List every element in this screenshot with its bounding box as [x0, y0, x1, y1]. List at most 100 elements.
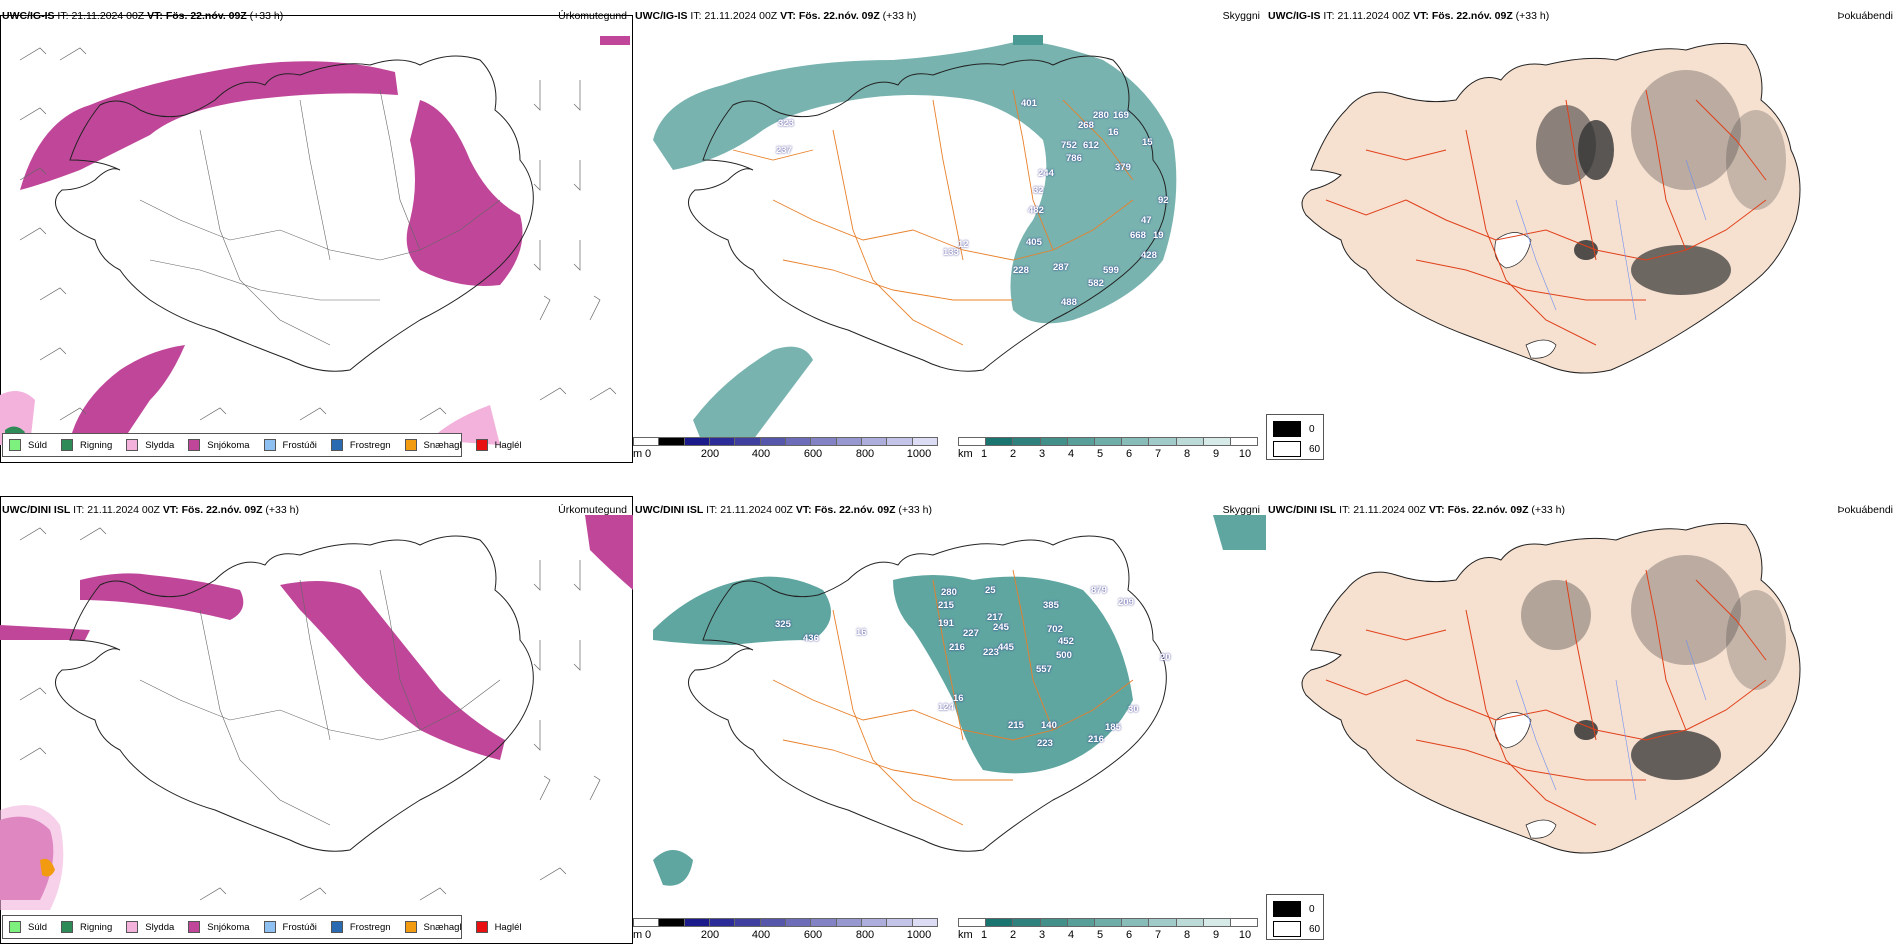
visibility-label: 488	[1061, 297, 1077, 308]
height-colorbar: m 0 200 400 600 800 1000	[633, 918, 943, 942]
colorbar-segment	[760, 438, 786, 445]
visibility-label: 217	[987, 612, 1003, 623]
colorbar-segment	[836, 438, 862, 445]
visibility-label: 323	[778, 118, 794, 129]
legend-swatch	[404, 439, 417, 451]
legend-swatch	[61, 439, 74, 451]
legend-swatch	[404, 921, 417, 933]
visibility-label: 500	[1056, 650, 1072, 661]
legend-swatch	[1273, 901, 1301, 917]
tick-label: 200	[700, 929, 720, 941]
fog-shading	[1521, 555, 1786, 780]
rivers	[1515, 159, 1707, 321]
legend-swatch	[126, 921, 139, 933]
legend-swatch	[61, 921, 74, 933]
road-network	[1325, 569, 1767, 826]
panel-fog-bottom: UWC/DINI ISL IT: 21.11.2024 00Z VT: Fös.…	[1266, 480, 1899, 940]
visibility-label: 786	[1066, 153, 1082, 164]
road-network	[139, 89, 501, 346]
tick-label: 400	[751, 448, 771, 460]
colorbar-segment	[735, 919, 761, 926]
visibility-label: 436	[803, 633, 819, 644]
tick-label: 1000	[906, 448, 932, 460]
colorbar-segment	[912, 438, 937, 445]
visibility-label: 287	[1053, 262, 1069, 273]
visibility-label: 879	[1091, 585, 1107, 596]
colorbar-segment	[684, 438, 710, 445]
colorbar-segment	[709, 919, 736, 926]
colorbar-segment	[1230, 438, 1258, 445]
visibility-label: 47	[1141, 215, 1152, 226]
colorbar-segment	[986, 919, 1014, 926]
visibility-label: 237	[776, 145, 792, 156]
visibility-label: 216	[949, 642, 965, 653]
tick-label: 8	[1183, 929, 1191, 941]
visibility-label: 16	[856, 627, 867, 638]
tick-label: 6	[1125, 929, 1133, 941]
visibility-label: 268	[1078, 120, 1094, 131]
colorbar-segment	[912, 919, 937, 926]
colorbar-segment	[1094, 919, 1123, 926]
iceland-coast	[55, 55, 534, 372]
legend-swatch	[188, 921, 201, 933]
visibility-label: 445	[998, 642, 1014, 653]
visibility-label: 185	[1105, 722, 1121, 733]
visibility-label: 223	[983, 647, 999, 658]
legend-item: Rigning	[61, 439, 112, 451]
wind-barbs	[19, 527, 601, 901]
visibility-colorbar: km 1 2 3 4 5 6 7 8 9 10	[958, 437, 1258, 461]
legend-swatch	[9, 439, 21, 451]
colorbar-segment	[760, 919, 786, 926]
panel-visibility-top: UWC/IG-IS IT: 21.11.2024 00Z VT: Fös. 22…	[633, 0, 1266, 460]
iceland-coast	[55, 535, 534, 852]
tick-label: 9	[1212, 448, 1220, 460]
snow-area	[20, 36, 630, 445]
tick-label: 1000	[906, 929, 932, 941]
visibility-label: 401	[1021, 98, 1037, 109]
colorbar-segment	[887, 919, 913, 926]
colorbar-segment	[634, 919, 660, 926]
precip-type-map	[0, 515, 633, 910]
panel-title: Skyggni	[1222, 504, 1260, 516]
legend-swatch	[263, 921, 276, 933]
legend-item: Slydda	[126, 439, 174, 451]
visibility-label: 215	[938, 600, 954, 611]
tick-label: 8	[1183, 448, 1191, 460]
panel-title: Úrkomutegund	[558, 504, 627, 516]
precip-type-legend: Súld Rigning Slydda Snjókoma Frostúði Fr…	[2, 433, 522, 457]
colorbar-segment	[1013, 919, 1041, 926]
legend-item: Haglél	[475, 921, 522, 933]
tick-label: 200	[700, 448, 720, 460]
panel-title: Skyggni	[1222, 10, 1260, 22]
colorbar-segment	[1122, 438, 1150, 445]
tick-label: 9	[1212, 929, 1220, 941]
visibility-label: 385	[1043, 600, 1059, 611]
visibility-label: 32	[1033, 185, 1044, 196]
visibility-label: 599	[1103, 265, 1119, 276]
snow-area	[0, 515, 633, 900]
panel-precip-type-top: UWC/IG-IS IT: 21.11.2024 00Z VT: Fös. 22…	[0, 0, 633, 463]
colorbar-segment	[1230, 919, 1258, 926]
glacier-white	[1494, 712, 1557, 839]
colorbar-segment	[959, 438, 987, 445]
visibility-label: 191	[938, 618, 954, 629]
colorbar-segment	[1067, 438, 1095, 445]
visibility-label: 216	[1088, 734, 1104, 745]
legend-swatch	[330, 439, 343, 451]
visibility-label: 92	[1158, 195, 1169, 206]
visibility-label: 19	[1153, 230, 1164, 241]
visibility-label: 223	[1037, 738, 1053, 749]
legend-swatch	[263, 439, 276, 451]
colorbar-segment	[684, 919, 710, 926]
fog-shading	[1536, 70, 1786, 295]
colorbar-segment	[861, 919, 888, 926]
visibility-label: 12	[958, 239, 969, 250]
iceland-coast	[688, 55, 1167, 372]
visibility-label: 557	[1036, 664, 1052, 675]
visibility-label: 452	[1058, 636, 1074, 647]
colorbar-segment	[811, 438, 837, 445]
visibility-label: 405	[1026, 237, 1042, 248]
tick-label: 3	[1038, 448, 1046, 460]
legend-item: Snæhagl	[404, 439, 462, 451]
panel-header: UWC/IG-IS IT: 21.11.2024 00Z VT: Fös. 22…	[1268, 10, 1550, 22]
